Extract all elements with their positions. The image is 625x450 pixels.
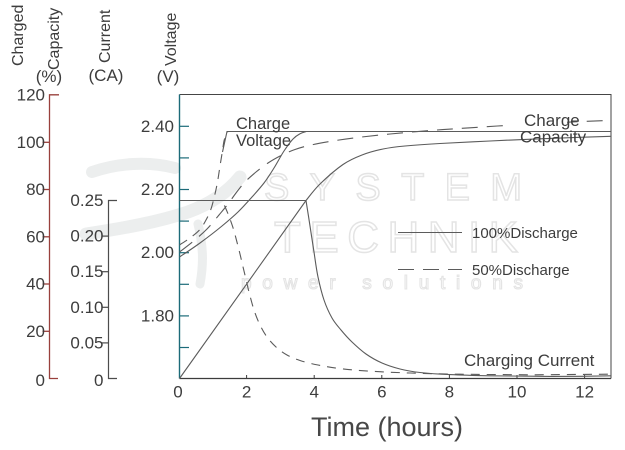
svg-text:0.15: 0.15	[70, 262, 103, 281]
svg-text:40: 40	[26, 275, 45, 294]
svg-text:Capacity: Capacity	[46, 8, 63, 70]
svg-text:(%): (%)	[36, 67, 62, 86]
svg-text:0.10: 0.10	[70, 298, 103, 317]
svg-text:Charging Current: Charging Current	[464, 351, 595, 370]
svg-text:2.20: 2.20	[141, 180, 174, 199]
svg-text:2: 2	[242, 383, 251, 402]
svg-text:20: 20	[26, 322, 45, 341]
svg-text:120: 120	[17, 86, 45, 105]
svg-text:10: 10	[508, 383, 527, 402]
svg-text:Voltage: Voltage	[163, 13, 180, 66]
svg-text:0.25: 0.25	[70, 191, 103, 210]
svg-text:0: 0	[173, 383, 182, 402]
svg-text:0.05: 0.05	[70, 333, 103, 352]
svg-text:100%Discharge: 100%Discharge	[472, 225, 578, 242]
svg-text:2.00: 2.00	[141, 243, 174, 262]
svg-text:0.20: 0.20	[70, 227, 103, 246]
svg-text:(V): (V)	[157, 67, 180, 86]
svg-text:SYSTEM: SYSTEM	[264, 167, 522, 209]
svg-text:2.40: 2.40	[141, 117, 174, 136]
svg-text:12: 12	[575, 383, 594, 402]
svg-text:Charged: Charged	[10, 5, 27, 66]
svg-text:6: 6	[377, 383, 386, 402]
svg-text:100: 100	[17, 133, 45, 152]
svg-text:Charge: Charge	[524, 111, 580, 130]
svg-text:80: 80	[26, 180, 45, 199]
svg-text:Capacity: Capacity	[520, 128, 587, 147]
svg-text:4: 4	[309, 383, 318, 402]
svg-text:Voltage: Voltage	[236, 132, 291, 150]
svg-text:Charge: Charge	[236, 115, 290, 133]
svg-text:60: 60	[26, 227, 45, 246]
svg-text:Time (hours): Time (hours)	[311, 412, 463, 442]
svg-text:1.80: 1.80	[141, 306, 174, 325]
svg-text:0: 0	[36, 371, 45, 390]
svg-text:0: 0	[94, 371, 103, 390]
svg-text:8: 8	[445, 383, 454, 402]
svg-text:50%Discharge: 50%Discharge	[472, 262, 570, 279]
svg-text:(CA): (CA)	[89, 66, 124, 85]
svg-text:Current: Current	[97, 9, 114, 63]
